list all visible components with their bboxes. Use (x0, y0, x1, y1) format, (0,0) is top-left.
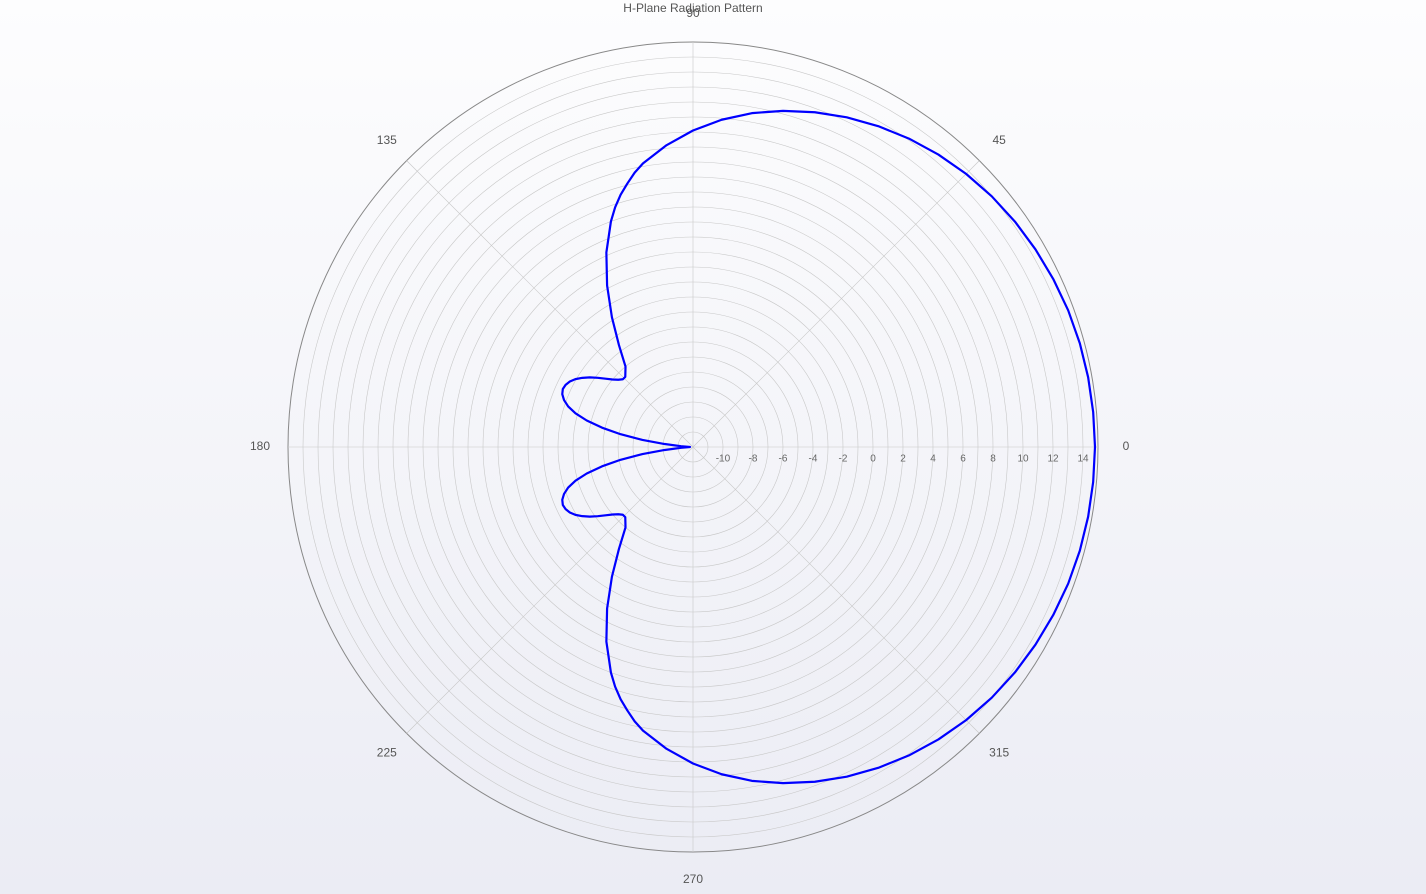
radial-tick-label: 0 (870, 454, 876, 465)
polar-chart-container: H-Plane Radiation Pattern045901351802252… (0, 0, 1426, 894)
angle-label: 315 (989, 745, 1009, 759)
radial-tick-label: 6 (960, 454, 966, 465)
angle-label: 225 (377, 745, 397, 759)
radial-tick-label: 12 (1047, 454, 1059, 465)
angle-label: 180 (250, 439, 270, 453)
radial-tick-label: -10 (716, 454, 731, 465)
grid-spoke (407, 447, 693, 733)
radial-tick-label: -2 (839, 454, 848, 465)
radial-tick-label: 4 (930, 454, 936, 465)
angle-label: 0 (1123, 439, 1130, 453)
radial-tick-label: 10 (1017, 454, 1029, 465)
grid-spoke (693, 161, 979, 447)
angle-label: 90 (686, 6, 700, 20)
grid-spoke (693, 447, 979, 733)
angle-label: 45 (992, 133, 1006, 147)
grid-spoke (407, 161, 693, 447)
radial-tick-label: 14 (1077, 454, 1089, 465)
radial-tick-label: -4 (809, 454, 818, 465)
radial-tick-label: -6 (779, 454, 788, 465)
angle-label: 270 (683, 872, 703, 886)
angle-label: 135 (377, 133, 397, 147)
polar-chart-svg: H-Plane Radiation Pattern045901351802252… (0, 0, 1426, 894)
radial-tick-label: 8 (990, 454, 996, 465)
radial-tick-label: 2 (900, 454, 906, 465)
radial-tick-label: -8 (749, 454, 758, 465)
